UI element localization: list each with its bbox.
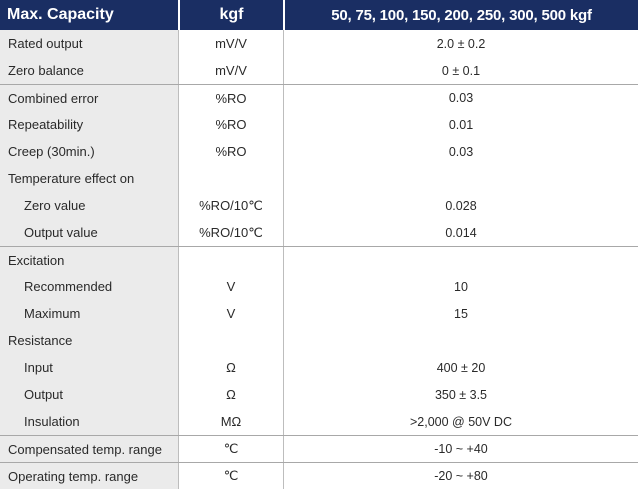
header-unit: kgf	[178, 0, 283, 30]
row-unit: ℃	[178, 463, 283, 489]
row-label: Insulation	[0, 408, 178, 435]
row-value: 10	[283, 273, 638, 300]
table-row: Rated output mV/V 2.0 ± 0.2	[0, 30, 638, 57]
row-value: 2.0 ± 0.2	[283, 30, 638, 57]
row-unit: %RO	[178, 111, 283, 138]
row-value	[283, 165, 638, 192]
row-label: Zero value	[0, 192, 178, 219]
row-value	[283, 327, 638, 354]
row-value: 0.028	[283, 192, 638, 219]
row-value: 0.014	[283, 219, 638, 246]
table-row: Zero balance mV/V 0 ± 0.1	[0, 57, 638, 84]
row-label: Compensated temp. range	[0, 436, 178, 462]
row-label: Maximum	[0, 300, 178, 327]
row-label: Resistance	[0, 327, 178, 354]
row-label: Rated output	[0, 30, 178, 57]
row-label: Combined error	[0, 85, 178, 111]
row-unit: mV/V	[178, 30, 283, 57]
row-value: >2,000 @ 50V DC	[283, 408, 638, 435]
table-row: Recommended V 10	[0, 273, 638, 300]
row-label: Excitation	[0, 247, 178, 273]
row-unit: %RO/10℃	[178, 192, 283, 219]
row-value: -20 ~ +80	[283, 463, 638, 489]
row-unit	[178, 327, 283, 354]
row-value: -10 ~ +40	[283, 436, 638, 462]
table-row: Creep (30min.) %RO 0.03	[0, 138, 638, 165]
table-row: Maximum V 15	[0, 300, 638, 327]
row-value: 15	[283, 300, 638, 327]
row-label: Operating temp. range	[0, 463, 178, 489]
header-capacities: 50, 75, 100, 150, 200, 250, 300, 500 kgf	[283, 0, 638, 30]
row-label: Creep (30min.)	[0, 138, 178, 165]
row-label: Output value	[0, 219, 178, 246]
table-row: Temperature effect on	[0, 165, 638, 192]
row-value	[283, 247, 638, 273]
row-label: Output	[0, 381, 178, 408]
table-row: Output Ω 350 ± 3.5	[0, 381, 638, 408]
row-value: 0.03	[283, 138, 638, 165]
row-label: Temperature effect on	[0, 165, 178, 192]
row-unit: %RO	[178, 138, 283, 165]
row-value: 0.03	[283, 85, 638, 111]
row-value: 0 ± 0.1	[283, 57, 638, 84]
table-row: Excitation	[0, 246, 638, 273]
table-row: Resistance	[0, 327, 638, 354]
row-unit: Ω	[178, 381, 283, 408]
row-label: Repeatability	[0, 111, 178, 138]
row-label: Zero balance	[0, 57, 178, 84]
table-row: Input Ω 400 ± 20	[0, 354, 638, 381]
table-row: Insulation MΩ >2,000 @ 50V DC	[0, 408, 638, 435]
row-unit: %RO/10℃	[178, 219, 283, 246]
table-row: Operating temp. range ℃ -20 ~ +80	[0, 462, 638, 489]
row-unit: V	[178, 273, 283, 300]
row-label: Input	[0, 354, 178, 381]
header-max-capacity: Max. Capacity	[7, 6, 114, 23]
row-unit: Ω	[178, 354, 283, 381]
row-label: Recommended	[0, 273, 178, 300]
table-row: Combined error %RO 0.03	[0, 84, 638, 111]
row-unit: mV/V	[178, 57, 283, 84]
table-row: Compensated temp. range ℃ -10 ~ +40	[0, 435, 638, 462]
row-value: 400 ± 20	[283, 354, 638, 381]
row-unit	[178, 165, 283, 192]
table-row: Repeatability %RO 0.01	[0, 111, 638, 138]
row-value: 350 ± 3.5	[283, 381, 638, 408]
table-row: Zero value %RO/10℃ 0.028	[0, 192, 638, 219]
row-unit: %RO	[178, 85, 283, 111]
row-unit: MΩ	[178, 408, 283, 435]
table-row: Output value %RO/10℃ 0.014	[0, 219, 638, 246]
row-unit: V	[178, 300, 283, 327]
row-unit	[178, 247, 283, 273]
row-value: 0.01	[283, 111, 638, 138]
row-unit: ℃	[178, 436, 283, 462]
table-header: Max. Capacity kgf 50, 75, 100, 150, 200,…	[0, 0, 638, 30]
